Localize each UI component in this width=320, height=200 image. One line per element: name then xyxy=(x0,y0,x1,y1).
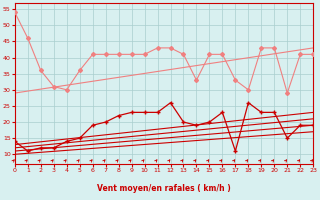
X-axis label: Vent moyen/en rafales ( km/h ): Vent moyen/en rafales ( km/h ) xyxy=(97,184,231,193)
